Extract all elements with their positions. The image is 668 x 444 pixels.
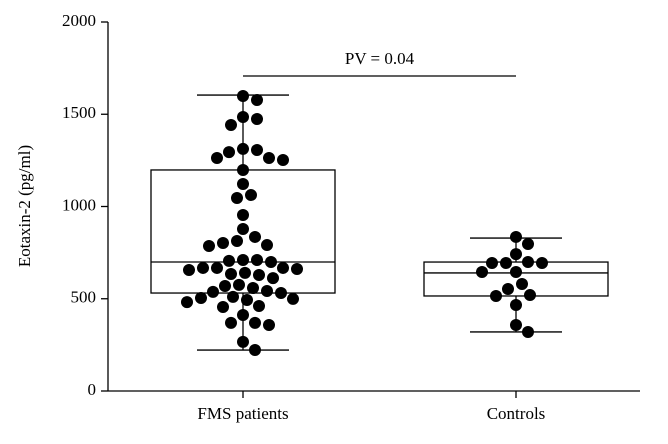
data-point xyxy=(237,335,249,348)
data-point xyxy=(237,177,249,190)
data-point xyxy=(197,261,209,274)
data-point xyxy=(237,308,249,321)
data-point xyxy=(195,292,207,305)
data-point xyxy=(223,146,235,159)
data-point xyxy=(476,265,488,278)
data-point xyxy=(287,292,299,305)
data-point xyxy=(251,144,263,157)
data-point xyxy=(251,94,263,107)
data-point xyxy=(251,113,263,126)
data-point xyxy=(486,256,498,269)
data-point xyxy=(237,111,249,124)
data-point xyxy=(502,282,514,295)
data-point xyxy=(225,316,237,329)
box xyxy=(423,261,609,297)
data-point xyxy=(249,230,261,243)
data-point xyxy=(522,237,534,250)
y-axis-label: Eotaxin-2 (pg/ml) xyxy=(15,145,34,267)
data-point xyxy=(211,151,223,164)
data-point xyxy=(237,208,249,221)
x-tick-label: Controls xyxy=(487,404,546,423)
data-point xyxy=(536,256,548,269)
data-point xyxy=(239,266,251,279)
data-point xyxy=(241,294,253,307)
data-point xyxy=(245,189,257,202)
data-point xyxy=(510,265,522,278)
data-point xyxy=(291,263,303,276)
data-point xyxy=(207,285,219,298)
data-point xyxy=(275,287,287,300)
data-point xyxy=(516,277,528,290)
data-point xyxy=(510,230,522,243)
data-point xyxy=(237,254,249,267)
y-tick-label: 500 xyxy=(71,288,97,307)
data-point xyxy=(225,268,237,281)
data-point xyxy=(265,256,277,269)
data-point xyxy=(251,254,263,267)
x-tick-label: FMS patients xyxy=(197,404,288,423)
y-tick-label: 1500 xyxy=(62,103,96,122)
data-point xyxy=(522,256,534,269)
y-tick-label: 2000 xyxy=(62,11,96,30)
annotation: PV = 0.04 xyxy=(345,49,415,68)
data-point xyxy=(181,296,193,309)
data-point xyxy=(522,325,534,338)
data-point xyxy=(203,239,215,252)
data-point xyxy=(237,89,249,102)
data-point xyxy=(217,237,229,250)
data-point xyxy=(183,263,195,276)
data-point xyxy=(261,285,273,298)
data-point xyxy=(277,154,289,167)
data-point xyxy=(510,299,522,312)
data-point xyxy=(249,344,261,357)
data-point xyxy=(263,151,275,164)
y-tick-label: 1000 xyxy=(62,195,96,214)
data-point xyxy=(227,290,239,303)
data-point xyxy=(231,192,243,205)
data-point xyxy=(219,280,231,293)
data-point xyxy=(249,316,261,329)
data-point xyxy=(237,142,249,155)
data-point xyxy=(500,256,512,269)
data-point xyxy=(237,223,249,236)
data-point xyxy=(223,254,235,267)
y-tick-label: 0 xyxy=(88,380,97,399)
data-point xyxy=(225,118,237,131)
data-point xyxy=(510,248,522,261)
data-point xyxy=(231,235,243,248)
data-point xyxy=(267,272,279,285)
data-point xyxy=(253,268,265,281)
data-point xyxy=(211,261,223,274)
data-point xyxy=(490,289,502,302)
data-point xyxy=(263,318,275,331)
data-point xyxy=(237,163,249,176)
data-point xyxy=(277,261,289,274)
data-point xyxy=(524,289,536,302)
data-point xyxy=(233,278,245,291)
data-point xyxy=(253,299,265,312)
data-point xyxy=(261,239,273,252)
data-point xyxy=(217,301,229,314)
data-point xyxy=(247,282,259,295)
data-point xyxy=(510,318,522,331)
